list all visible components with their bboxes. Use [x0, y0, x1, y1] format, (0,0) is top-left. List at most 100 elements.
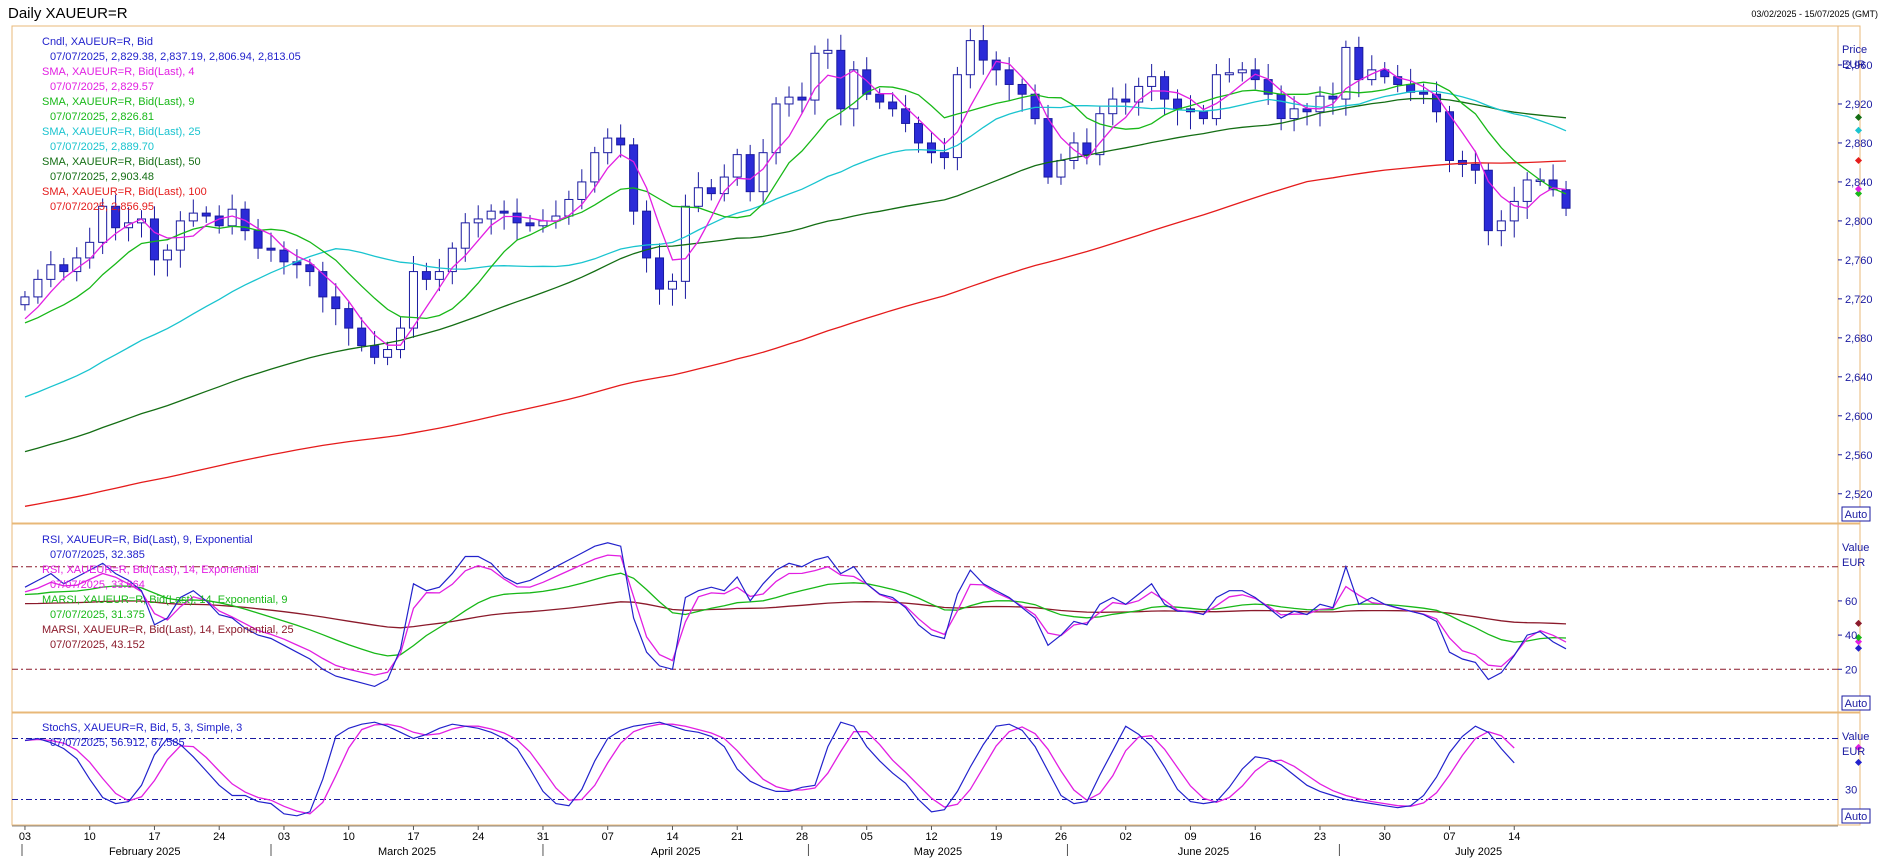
candle-body	[1056, 159, 1066, 178]
stoch-axis-title: Value	[1842, 731, 1869, 743]
time-tick-label: 19	[990, 831, 1002, 843]
candle-body	[706, 187, 716, 195]
chart-title: Daily XAUEUR=R	[8, 5, 128, 22]
sma-50-marker	[1854, 113, 1863, 121]
candle-body	[383, 349, 393, 358]
rsi-legend: RSI, XAUEUR=R, Bid(Last), 9, Exponential…	[42, 534, 294, 651]
stoch-auto-label[interactable]: Auto	[1845, 811, 1868, 823]
candle-body	[1276, 93, 1286, 120]
legend-name: SMA, XAUEUR=R, Bid(Last), 25	[42, 126, 201, 138]
month-label: May 2025	[914, 846, 962, 858]
price-auto-button[interactable]	[1841, 506, 1871, 522]
candle-body	[1224, 72, 1234, 76]
candle-body	[59, 264, 69, 273]
candle-body	[888, 101, 898, 110]
month-label: April 2025	[651, 846, 701, 858]
date-range-label: 03/02/2025 - 15/07/2025 (GMT)	[1751, 9, 1878, 19]
price-axis-unit: EUR	[1842, 59, 1865, 71]
candle-body	[72, 257, 82, 273]
legend-value: 07/07/2025, 2,829.57	[50, 81, 154, 93]
price-axis-title: Price	[1842, 44, 1867, 56]
candle-body	[1095, 113, 1105, 156]
candle-body	[629, 144, 639, 212]
candle-body	[344, 308, 354, 329]
rsi-auto-label[interactable]: Auto	[1845, 698, 1868, 710]
legend-value: 07/07/2025, 43.152	[50, 639, 145, 651]
candle-body	[499, 210, 509, 214]
candle-body	[98, 205, 108, 243]
candle-body	[188, 212, 198, 222]
stoch-legend: StochS, XAUEUR=R, Bid, 5, 3, Simple, 3 07…	[42, 722, 242, 749]
price-axis-ticks: 2,520 2,560 2,600 2,640 2,680 2,720 2,760 2,800…	[1838, 60, 1873, 501]
time-tick-label: 10	[343, 831, 355, 843]
time-tick-label: 31	[537, 831, 549, 843]
candle-body	[1173, 98, 1183, 110]
candle-body	[1419, 91, 1429, 95]
candle-body	[1483, 169, 1493, 232]
candle-body	[616, 137, 626, 146]
candle-body	[1457, 159, 1467, 165]
candle-body	[46, 264, 56, 280]
rsi-marker	[1854, 644, 1863, 652]
time-tick-label: 17	[407, 831, 419, 843]
time-tick-label: 16	[1249, 831, 1261, 843]
candle-body	[978, 40, 988, 61]
candle-body	[357, 327, 367, 347]
stoch-tick-label: 30	[1845, 784, 1857, 796]
rsi-auto-button[interactable]	[1841, 695, 1871, 711]
price-auto-label[interactable]: Auto	[1845, 509, 1868, 521]
sma-25-line	[24, 90, 1567, 398]
candle-body	[1069, 142, 1079, 161]
time-tick-label: 14	[666, 831, 678, 843]
sma-100-line	[24, 160, 1567, 507]
sma-overlays	[24, 60, 1863, 507]
candle-body	[914, 122, 924, 144]
time-tick-label: 23	[1314, 831, 1326, 843]
legend-name: Cndl, XAUEUR=R, Bid	[42, 36, 153, 48]
month-label: March 2025	[378, 846, 436, 858]
stoch-axis-unit: EUR	[1842, 746, 1865, 758]
legend-value: 07/07/2025, 2,889.70	[50, 141, 154, 153]
candle-body	[1509, 200, 1519, 222]
time-tick-label: 24	[472, 831, 484, 843]
time-tick-label: 07	[1443, 831, 1455, 843]
legend-name: MARSI, XAUEUR=R, Bid(Last), 14, Exponent…	[42, 624, 294, 636]
candle-body	[1522, 179, 1532, 202]
candle-body	[771, 103, 781, 154]
price-tick-label: 2,880	[1845, 138, 1873, 150]
legend-value: 07/07/2025, 2,829.38, 2,837.19, 2,806.94…	[50, 51, 301, 63]
candle-body	[642, 210, 652, 259]
marsi-9-line	[24, 572, 1567, 657]
candle-body	[370, 345, 380, 358]
candle-body	[1496, 220, 1506, 232]
sma-9-line	[24, 81, 1567, 324]
rsi-tick-label: 40	[1845, 630, 1857, 642]
month-label: February 2025	[109, 846, 181, 858]
stoch-auto-button[interactable]	[1841, 808, 1871, 824]
candle-body	[201, 212, 211, 217]
candle-body	[395, 327, 406, 351]
rsi-lines	[24, 542, 1863, 688]
candle-body	[1444, 111, 1455, 161]
candle-body	[447, 247, 457, 273]
candle-body	[991, 59, 1001, 71]
legend-name: StochS, XAUEUR=R, Bid, 5, 3, Simple, 3	[42, 722, 242, 734]
legend-name: MARSI, XAUEUR=R, Bid(Last), 14, Exponent…	[42, 594, 287, 606]
time-tick-label: 03	[19, 831, 31, 843]
candle-body	[655, 257, 665, 290]
price-tick-label: 2,640	[1845, 372, 1873, 384]
time-tick-label: 14	[1508, 831, 1520, 843]
candle-body	[473, 218, 483, 224]
candle-body	[1470, 163, 1480, 171]
stoch-marker	[1854, 758, 1863, 766]
time-tick-label: 05	[861, 831, 873, 843]
candle-body	[525, 222, 535, 227]
legend-name: RSI, XAUEUR=R, Bid(Last), 14, Exponentia…	[42, 564, 259, 576]
time-tick-label: 07	[602, 831, 614, 843]
candle-body	[1315, 95, 1325, 113]
candle-body	[1548, 179, 1558, 191]
price-tick-label: 2,600	[1845, 411, 1873, 423]
time-tick-label: 28	[796, 831, 808, 843]
candle-body	[279, 249, 289, 263]
